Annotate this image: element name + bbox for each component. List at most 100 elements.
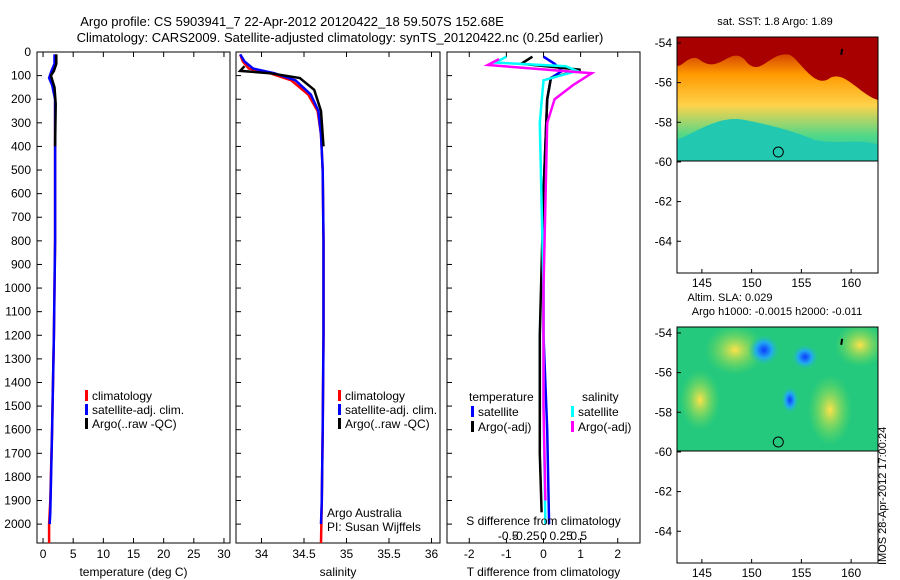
y-tick-label: 100 xyxy=(11,69,31,83)
x-tick-label: -1 xyxy=(501,547,512,561)
x-tick-label: 34 xyxy=(255,547,269,561)
y-tick-label: 1100 xyxy=(5,305,31,319)
annotation-text: PI: Susan Wijffels xyxy=(327,520,421,534)
series-line xyxy=(483,57,596,501)
argo-position-marker xyxy=(772,146,784,158)
sst-map-frame xyxy=(676,36,879,274)
y-tick-label: 1000 xyxy=(4,281,31,295)
sla-map-frame xyxy=(676,326,879,564)
x-axis-label: temperature (deg C) xyxy=(79,565,187,579)
top-tick-label: 0.5 xyxy=(570,529,587,543)
y-tick-label: 1400 xyxy=(4,375,31,389)
temperature-panel: 0 5 10 15 20 25 30 temperature (deg C) 0 100 200 30… xyxy=(4,45,231,579)
legend-label: climatology xyxy=(92,389,152,403)
sst-warm-region xyxy=(677,37,878,100)
y-tick-label: 200 xyxy=(11,92,31,106)
map-x-tick-label: 145 xyxy=(692,276,712,290)
legend-title: salinity xyxy=(582,390,619,404)
map-y-tick-label: -58 xyxy=(655,115,673,129)
legend-label: satellite-adj. clim. xyxy=(92,403,184,417)
legend-swatch xyxy=(571,421,574,432)
x-tick-label: 2 xyxy=(614,547,621,561)
x-tick-label: 35 xyxy=(340,547,354,561)
series-line xyxy=(237,65,325,147)
legend-swatch xyxy=(471,421,474,432)
x-axis-label: T difference from climatology xyxy=(467,565,621,579)
series-line xyxy=(49,54,58,147)
title-line-2: Climatology: CARS2009. Satellite-adjuste… xyxy=(77,30,604,45)
sla-blue-eddy xyxy=(748,334,780,366)
y-tick-label: 600 xyxy=(11,187,31,201)
legend-swatch xyxy=(85,404,88,415)
y-tick-label: 1200 xyxy=(4,328,31,342)
y-tick-label: 500 xyxy=(11,163,31,177)
sla-yellow-patch xyxy=(835,327,878,367)
map-y-tick-label: -54 xyxy=(655,326,673,340)
map-x-tick-label: 160 xyxy=(841,276,861,290)
y-tick-label: 1500 xyxy=(4,399,31,413)
map-y-tick-label: -60 xyxy=(655,155,673,169)
top-tick-label: 0 xyxy=(540,529,547,543)
y-tick-label: 1800 xyxy=(4,470,31,484)
sla-blue-eddy xyxy=(791,344,819,370)
map-y-tick-label: -60 xyxy=(655,445,673,459)
legend-label: Argo(-adj) xyxy=(578,420,631,434)
top-tick-label: -0.5 xyxy=(498,529,519,543)
series-line xyxy=(239,53,325,544)
map-y-tick-label: -54 xyxy=(655,36,673,50)
legend-swatch xyxy=(85,418,88,429)
salinity-panel: 34 34.5 35 35.5 36 salinity climatologysatelli… xyxy=(235,51,441,579)
sla-map-subtitle: Argo h1000: -0.0015 h2000: -0.011 xyxy=(692,306,862,318)
legend-swatch xyxy=(338,390,341,401)
coast-fragment xyxy=(840,48,844,56)
map-x-tick-label: 150 xyxy=(742,566,762,580)
sst-map-title: sat. SST: 1.8 Argo: 1.89 xyxy=(717,16,833,28)
x-tick-label: 1 xyxy=(577,547,584,561)
map-x-tick-label: 145 xyxy=(692,566,712,580)
annotation-text: Argo Australia xyxy=(327,506,402,520)
imos-watermark: IMOS 28-Apr-2012 17:00:24 xyxy=(877,427,889,565)
y-tick-label: 1700 xyxy=(4,446,31,460)
map-y-tick-label: -64 xyxy=(655,524,673,538)
top-tick-label: -0.25 xyxy=(512,529,540,543)
sla-map-title: Altim. SLA: 0.029 xyxy=(688,292,773,304)
sla-yellow-patch xyxy=(705,327,765,375)
x-tick-label: 0 xyxy=(40,547,47,561)
x-tick-label: 25 xyxy=(187,547,201,561)
axes-frame xyxy=(36,51,231,544)
map-y-tick-label: -56 xyxy=(655,366,673,380)
map-x-tick-label: 155 xyxy=(791,276,811,290)
x-tick-label: 20 xyxy=(157,547,171,561)
coast-fragment xyxy=(840,338,844,346)
axes-frame xyxy=(235,51,441,544)
argo-position-marker xyxy=(772,436,784,448)
series-line xyxy=(517,55,581,513)
y-tick-label: 0 xyxy=(24,45,31,59)
map-y-tick-label: -64 xyxy=(655,234,673,248)
map-x-tick-label: 155 xyxy=(791,566,811,580)
legend-swatch xyxy=(471,406,474,417)
x-tick-label: 0 xyxy=(540,547,547,561)
y-tick-label: 1300 xyxy=(4,352,31,366)
legend-label: Argo(..raw -QC) xyxy=(345,417,430,431)
series-line xyxy=(239,53,325,525)
sla-map: Altim. SLA: 0.029 Argo h1000: -0.0015 h2… xyxy=(655,292,879,580)
title-line-1: Argo profile: CS 5903941_7 22-Apr-2012 2… xyxy=(80,14,504,29)
x-axis-label: salinity xyxy=(320,565,357,579)
sst-cool-region xyxy=(677,119,878,161)
legend-swatch xyxy=(571,406,574,417)
legend-label: Argo(-adj) xyxy=(478,420,531,434)
map-y-tick-label: -58 xyxy=(655,405,673,419)
legend-title: temperature xyxy=(469,390,534,404)
top-axis-label: S difference from climatology xyxy=(466,514,621,528)
sla-yellow-patch xyxy=(680,370,720,430)
top-tick-label: 0.25 xyxy=(549,529,573,543)
x-tick-label: -2 xyxy=(464,547,475,561)
sla-yellow-patch xyxy=(808,375,852,445)
x-tick-label: 36 xyxy=(425,547,439,561)
legend-label: satellite xyxy=(478,405,519,419)
y-tick-label: 400 xyxy=(11,139,31,153)
legend-swatch xyxy=(338,404,341,415)
legend-label: Argo(..raw -QC) xyxy=(92,417,177,431)
